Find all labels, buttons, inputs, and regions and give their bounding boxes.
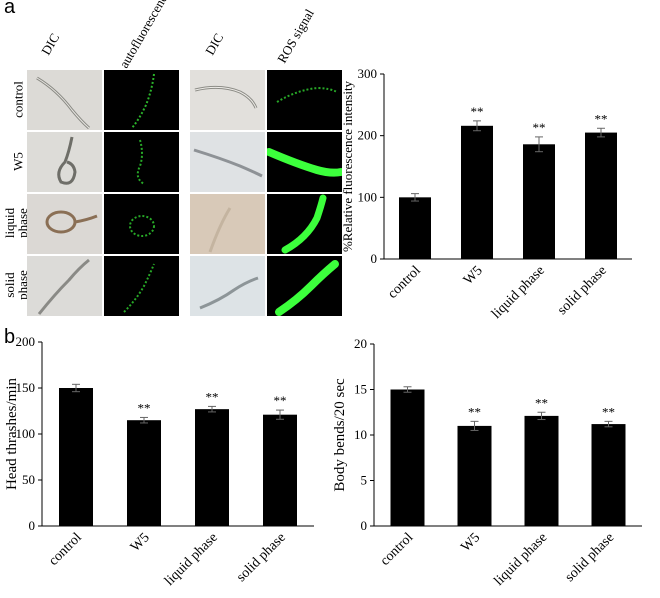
micrograph-solid-autofluorescence	[104, 256, 179, 316]
micrograph-w5-ros	[267, 132, 342, 192]
panel-label-b: b	[4, 326, 16, 348]
significance-marker: **	[138, 400, 151, 415]
row-header-control-line1: control	[10, 81, 26, 118]
row-header-control: control	[10, 70, 26, 130]
bar-solid-phase	[263, 414, 297, 526]
y-axis-label: Body bends/20 sec	[332, 378, 348, 492]
micrograph-control-dic-2	[190, 70, 265, 130]
micrograph-control-ros	[267, 70, 342, 130]
y-tick-label: 150	[16, 380, 36, 395]
x-tick-label: W5	[458, 530, 483, 555]
bar-liquid-phase	[195, 409, 229, 526]
chart-head-thrashes: 0 50 100 150 200 Head thrashes/min control ** W5…	[4, 336, 314, 589]
significance-marker: **	[535, 395, 548, 410]
x-tick-label: W5	[461, 263, 486, 288]
micrograph-solid-dic	[27, 256, 102, 316]
y-tick-label: 300	[358, 66, 378, 81]
y-tick-label: 200	[16, 336, 36, 349]
micrograph-w5-dic-2	[190, 132, 265, 192]
x-tick-label: solid phase	[562, 530, 617, 585]
significance-marker: **	[533, 120, 546, 135]
micrograph-liquid-autofluorescence	[104, 194, 179, 254]
column-header-dic-1: DIC	[38, 30, 63, 58]
x-tick-label: control	[385, 263, 424, 302]
column-header-autofluorescence: autofluorescence	[116, 0, 174, 71]
micrograph-control-autofluorescence	[104, 70, 179, 130]
significance-marker: **	[468, 404, 481, 419]
significance-marker: **	[206, 389, 219, 404]
x-tick-label: liquid phase	[489, 263, 548, 322]
chart-body-bends: 0 5 10 15 20 Body bends/20 sec control ** W5 ** li…	[332, 336, 642, 589]
significance-marker: **	[274, 393, 287, 408]
y-tick-label: 0	[29, 518, 36, 533]
x-tick-label: liquid phase	[162, 530, 221, 589]
x-tick-label: W5	[128, 530, 153, 555]
micrograph-liquid-ros	[267, 194, 342, 254]
x-tick-label: control	[46, 530, 85, 569]
y-axis-label: Head thrashes/min	[4, 377, 20, 490]
column-header-dic-2: DIC	[202, 30, 227, 58]
significance-marker: **	[595, 111, 608, 126]
row-header-w5: W5	[10, 132, 26, 192]
row-header-liquid-phase: liquid phase	[2, 193, 30, 253]
y-axis-label: %Relative fluorescence intensity	[340, 80, 355, 252]
bar-solid-phase	[591, 424, 626, 526]
micrograph-control-dic	[27, 70, 102, 130]
y-tick-label: 0	[371, 251, 378, 266]
bar-solid-phase	[585, 132, 617, 259]
bar-control	[59, 388, 93, 526]
x-tick-label: solid phase	[234, 530, 289, 585]
significance-marker: **	[602, 404, 615, 419]
y-tick-label: 0	[361, 518, 368, 533]
y-tick-label: 50	[22, 472, 35, 487]
y-tick-label: 20	[354, 336, 367, 351]
bar-control	[390, 389, 425, 526]
row-header-w5-line1: W5	[10, 152, 26, 171]
panel-label-a: a	[4, 0, 16, 18]
bar-liquid-phase	[524, 415, 559, 526]
bar-w5	[457, 425, 492, 526]
bar-w5	[461, 125, 493, 259]
y-tick-label: 5	[361, 473, 368, 488]
x-tick-label: liquid phase	[492, 530, 551, 589]
y-tick-label: 100	[16, 426, 36, 441]
bar-control	[399, 197, 431, 259]
micrograph-liquid-dic	[27, 194, 102, 254]
y-tick-label: 100	[358, 189, 378, 204]
x-tick-label: control	[378, 530, 417, 569]
chart-relative-fluorescence: 0 100 200 300%Relative fluorescence intensi…	[340, 66, 632, 322]
y-tick-label: 15	[354, 382, 367, 397]
column-header-ros-signal: ROS signal	[274, 6, 317, 66]
y-tick-label: 10	[354, 427, 367, 442]
micrograph-w5-autofluorescence	[104, 132, 179, 192]
bar-w5	[127, 420, 161, 526]
bar-liquid-phase	[523, 144, 555, 259]
y-tick-label: 200	[358, 128, 378, 143]
micrograph-solid-ros	[267, 256, 342, 316]
significance-marker: **	[471, 104, 484, 119]
x-tick-label: solid phase	[555, 263, 610, 318]
row-header-solid-phase: solid phase	[2, 255, 30, 315]
micrograph-liquid-dic-2	[190, 194, 265, 254]
micrograph-w5-dic	[27, 132, 102, 192]
micrograph-solid-dic-2	[190, 256, 265, 316]
